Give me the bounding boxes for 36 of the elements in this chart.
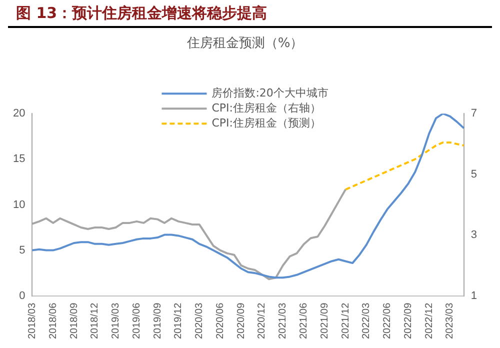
x-tick-label: 2020/12 [256, 302, 268, 340]
y-tick-label: 0 [19, 290, 26, 302]
y2-tick-label: 1 [470, 290, 478, 302]
x-tick-label: 2019/09 [152, 302, 164, 340]
x-tick-label: 2021/06 [298, 302, 310, 340]
x-tick-label: 2021/09 [319, 302, 330, 340]
y-tick-label: 10 [12, 198, 26, 211]
legend-label: CPI:住房租金（预测） [212, 116, 321, 130]
x-tick-label: 2019/12 [173, 302, 184, 340]
x-tick-label: 2023/03 [444, 302, 456, 340]
y-tick-label: 5 [19, 244, 26, 256]
x-tick-label: 2022/09 [402, 302, 414, 340]
x-tick-label: 2019/06 [131, 302, 142, 340]
line-series [344, 141, 465, 191]
chart-subtitle: 住房租金预测（%） [186, 35, 304, 52]
x-tick-label: 2021/12 [340, 302, 352, 340]
x-tick-label: 2022/06 [382, 302, 394, 340]
legend-label: CPI:住房租金（右轴） [212, 101, 321, 114]
x-tick-label: 2020/03 [194, 302, 206, 340]
y-tick-label: 20 [12, 108, 26, 120]
x-tick-label: 2020/06 [214, 302, 226, 340]
legend-label: 房价指数:20个大中城市 [212, 86, 328, 100]
x-tick-label: 2022/12 [424, 302, 435, 340]
chart-title: 图 13：预计住房租金增速将稳步提高 [8, 0, 492, 28]
x-tick-label: 2020/09 [236, 302, 247, 340]
x-tick-label: 2021/03 [278, 302, 289, 340]
y2-tick-label: 3 [470, 229, 478, 242]
x-tick-label: 2019/03 [110, 302, 122, 340]
x-tick-label: 2018/06 [48, 302, 59, 340]
x-tick-label: 2022/03 [361, 302, 372, 340]
x-tick-label: 2018/12 [90, 302, 101, 340]
x-tick-label: 2018/09 [68, 302, 80, 340]
x-tick-label: 2018/03 [26, 302, 38, 340]
y-tick-label: 15 [12, 153, 26, 166]
y2-tick-label: 5 [470, 168, 478, 180]
y2-tick-label: 7 [470, 108, 478, 120]
